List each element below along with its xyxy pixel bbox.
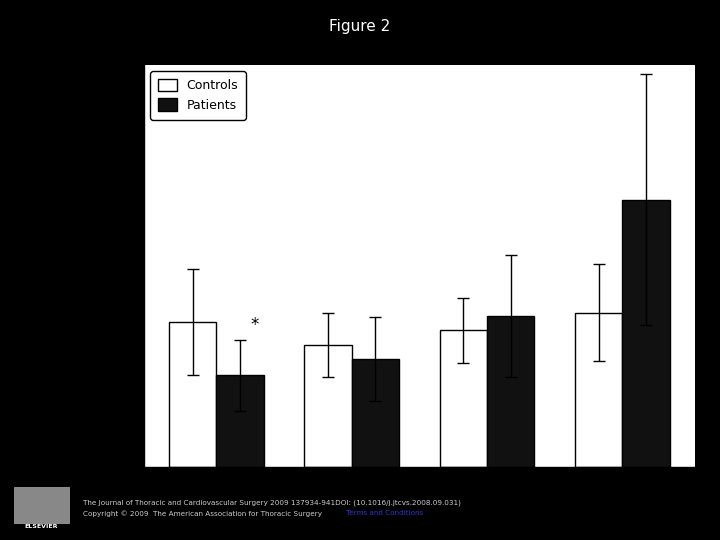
Bar [487,316,534,467]
Y-axis label: Factor VIII (% Activity): Factor VIII (% Activity) [89,189,103,343]
Bar [169,322,217,467]
Text: The Journal of Thoracic and Cardiovascular Surgery 2009 137934-941DOI: (10.1016/: The Journal of Thoracic and Cardiovascul… [83,500,461,506]
Bar [217,375,264,467]
Text: ELSEVIER: ELSEVIER [24,524,58,529]
Text: Copyright © 2009  The American Association for Thoracic Surgery: Copyright © 2009 The American Associatio… [83,510,326,517]
Bar [305,345,352,467]
Bar [622,200,670,467]
Legend: Controls, Patients: Controls, Patients [150,71,246,119]
Bar [575,313,622,467]
FancyBboxPatch shape [14,487,69,523]
Text: *: * [657,50,665,68]
Bar [352,359,399,467]
Text: *: * [251,315,259,334]
Text: Terms and Conditions: Terms and Conditions [346,510,423,516]
Text: Figure 2: Figure 2 [329,19,391,34]
Bar [440,330,487,467]
